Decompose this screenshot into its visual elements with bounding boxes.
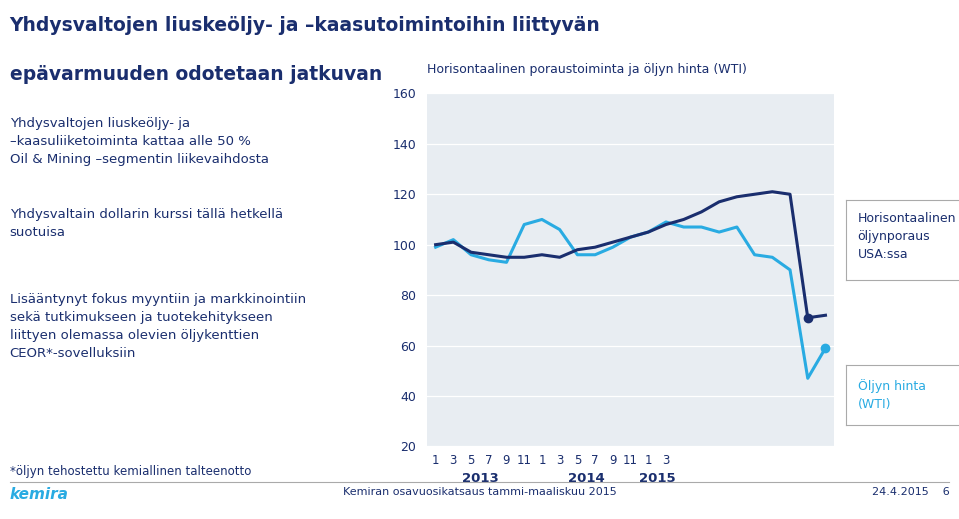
Text: Kemiran osavuosikatsaus tammi-maaliskuu 2015: Kemiran osavuosikatsaus tammi-maaliskuu … <box>342 487 617 497</box>
Text: 24.4.2015    6: 24.4.2015 6 <box>872 487 949 497</box>
Text: kemira: kemira <box>10 487 68 502</box>
Text: Yhdysvaltojen liuskeöljy- ja
–kaasuliiketoiminta kattaa alle 50 %
Oil & Mining –: Yhdysvaltojen liuskeöljy- ja –kaasuliike… <box>10 117 269 166</box>
Text: Yhdysvaltojen liuskeöljy- ja –kaasutoimintoihin liittyvän: Yhdysvaltojen liuskeöljy- ja –kaasutoimi… <box>10 16 600 35</box>
Text: Lisääntynyt fokus myyntiin ja markkinointiin
sekä tutkimukseen ja tuotekehitykse: Lisääntynyt fokus myyntiin ja markkinoin… <box>10 293 306 360</box>
Text: Yhdysvaltain dollarin kurssi tällä hetkellä
suotuisa: Yhdysvaltain dollarin kurssi tällä hetke… <box>10 208 283 239</box>
Text: Horisontaalinen
öljynporaus
USA:ssa: Horisontaalinen öljynporaus USA:ssa <box>857 212 956 261</box>
Text: 2015: 2015 <box>639 472 675 485</box>
Text: 2013: 2013 <box>461 472 499 485</box>
Text: Horisontaalinen poraustoiminta ja öljyn hinta (WTI): Horisontaalinen poraustoiminta ja öljyn … <box>427 63 747 76</box>
Text: *öljyn tehostettu kemiallinen talteenotto: *öljyn tehostettu kemiallinen talteenott… <box>10 465 251 477</box>
Text: Öljyn hinta
(WTI): Öljyn hinta (WTI) <box>857 379 925 411</box>
Text: 2014: 2014 <box>568 472 604 485</box>
Text: epävarmuuden odotetaan jatkuvan: epävarmuuden odotetaan jatkuvan <box>10 65 382 84</box>
